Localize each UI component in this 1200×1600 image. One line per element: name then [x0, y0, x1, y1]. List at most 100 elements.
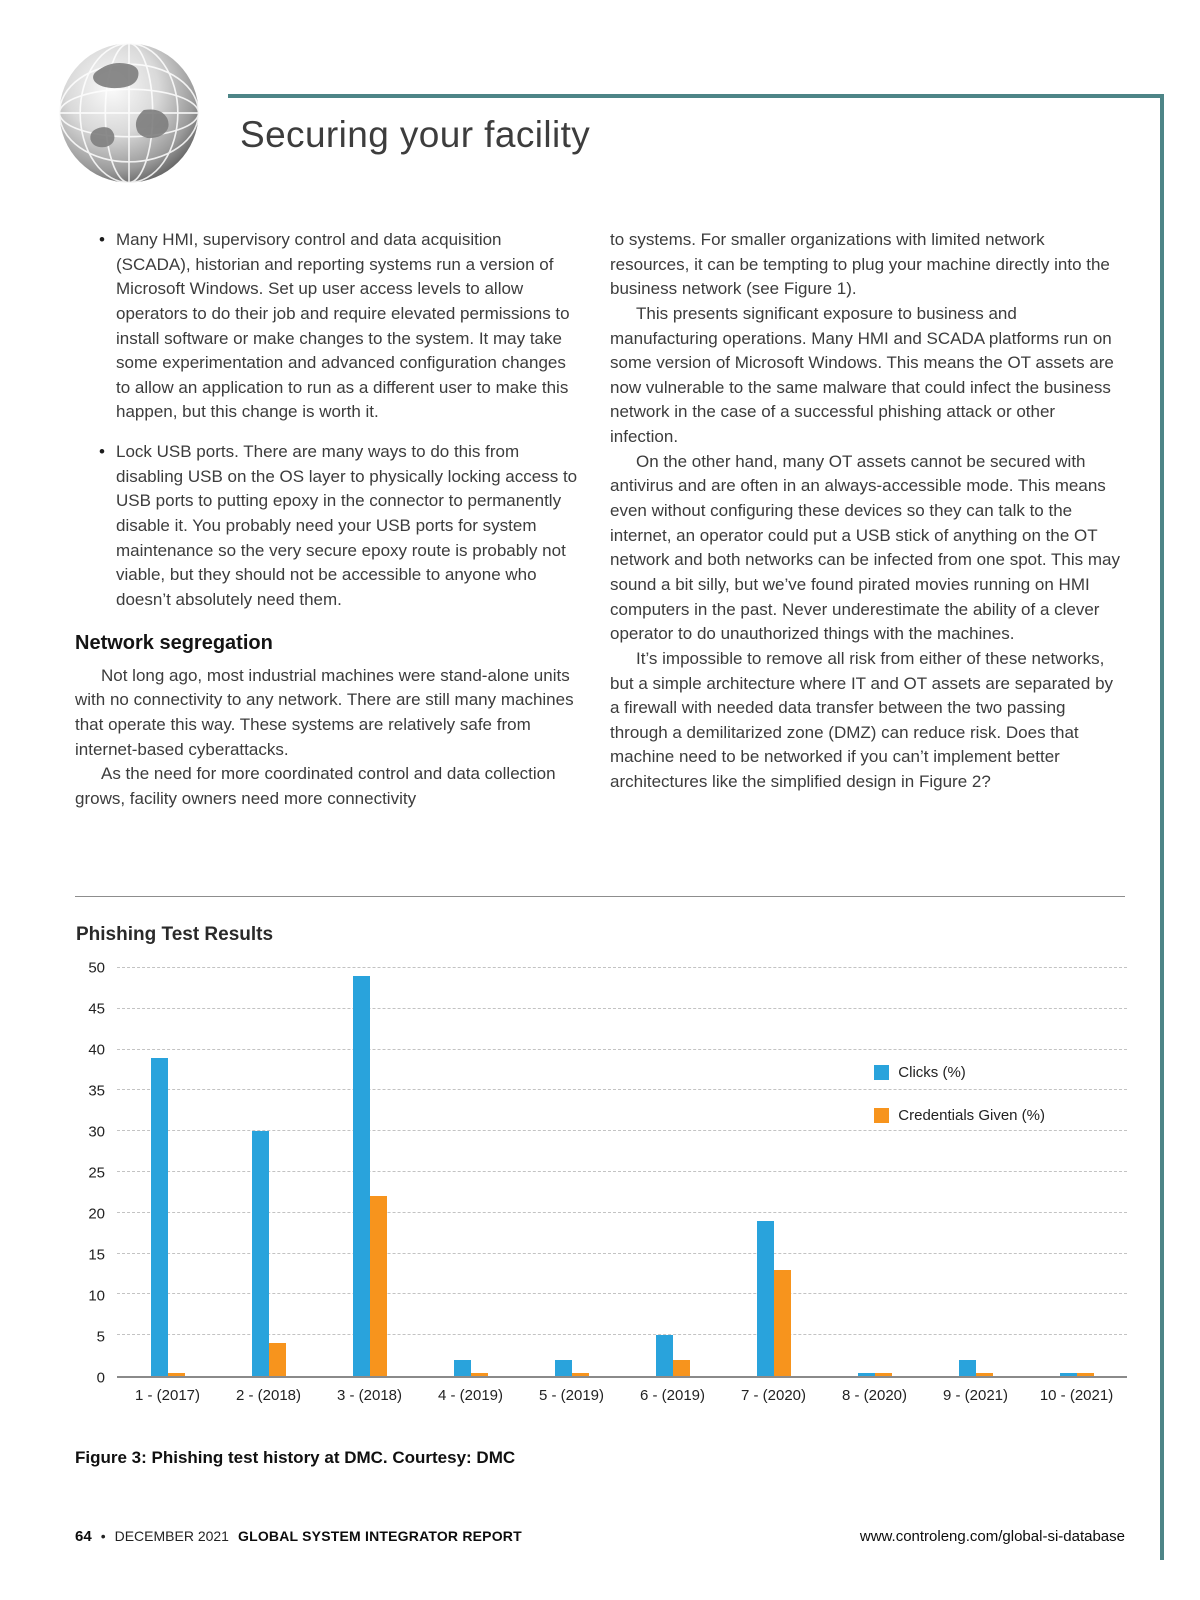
- footer-url[interactable]: www.controleng.com/global-si-database: [859, 1528, 1125, 1545]
- legend-label-credentials: Credentials Given (%): [898, 1107, 1045, 1124]
- bullet-list: Many HMI, supervisory control and data a…: [75, 228, 580, 613]
- bar-credentials-given: [470, 1372, 488, 1376]
- chart-bars: [117, 968, 1127, 1376]
- credentials-color-swatch: [874, 1108, 890, 1123]
- gridline: [117, 1130, 1127, 1132]
- article-body: Many HMI, supervisory control and data a…: [75, 228, 1125, 811]
- y-tick-label: 30: [88, 1123, 105, 1141]
- bar-group: [824, 968, 925, 1376]
- x-tick-label: 4 - (2019): [437, 1387, 504, 1404]
- bar-credentials-given: [369, 1196, 387, 1376]
- bar-clicks: [453, 1359, 471, 1376]
- y-tick-label: 45: [88, 1000, 105, 1018]
- legend-item-credentials: Credentials Given (%): [874, 1107, 1045, 1124]
- x-tick-label: 9 - (2021): [942, 1387, 1009, 1404]
- bar-clicks: [958, 1359, 976, 1376]
- x-tick-label: 5 - (2019): [538, 1387, 605, 1404]
- y-tick-label: 10: [88, 1287, 105, 1305]
- footer-publication: GLOBAL SYSTEM INTEGRATOR REPORT: [237, 1528, 522, 1544]
- bar-group: [1026, 968, 1127, 1376]
- bar-group: [218, 968, 319, 1376]
- header-rule: [228, 94, 1164, 98]
- chart-plot: Clicks (%) Credentials Given (%): [117, 967, 1127, 1378]
- bar-credentials-given: [1076, 1372, 1094, 1376]
- x-tick-label: 7 - (2020): [740, 1387, 807, 1404]
- x-tick-label: 8 - (2020): [841, 1387, 908, 1404]
- bar-group: [319, 968, 420, 1376]
- y-tick-label: 40: [88, 1041, 105, 1059]
- x-tick-label: 1 - (2017): [134, 1387, 201, 1404]
- chart-title: Phishing Test Results: [76, 924, 274, 945]
- bar-group: [521, 968, 622, 1376]
- y-tick-label: 15: [88, 1246, 105, 1264]
- legend-item-clicks: Clicks (%): [874, 1064, 966, 1081]
- y-tick-label: 0: [96, 1369, 105, 1387]
- gridline: [117, 1334, 1127, 1336]
- section-heading: Network segregation: [75, 631, 273, 654]
- bar-credentials-given: [672, 1359, 690, 1376]
- globe-icon: [58, 42, 200, 184]
- bar-group: [420, 968, 521, 1376]
- clicks-color-swatch: [874, 1065, 890, 1080]
- bar-group: [622, 968, 723, 1376]
- footer-date: DECEMBER 2021: [114, 1528, 229, 1544]
- bar-group: [925, 968, 1026, 1376]
- right-edge-rule: [1160, 94, 1164, 1560]
- bar-credentials-given: [975, 1372, 993, 1376]
- bullet-item: Lock USB ports. There are many ways to d…: [99, 440, 580, 612]
- bar-clicks: [251, 1131, 269, 1376]
- legend-label-clicks: Clicks (%): [898, 1064, 966, 1081]
- body-paragraph: This presents significant exposure to bu…: [610, 303, 1114, 447]
- bar-credentials-given: [773, 1269, 791, 1376]
- page-footer: 64 • DECEMBER 2021 GLOBAL SYSTEM INTEGRA…: [75, 1528, 1125, 1545]
- gridline: [117, 1252, 1127, 1254]
- x-tick-label: 10 - (2021): [1039, 1387, 1114, 1404]
- bar-clicks: [655, 1335, 673, 1376]
- bar-clicks: [352, 976, 370, 1376]
- bar-credentials-given: [874, 1372, 892, 1376]
- footer-separator: •: [100, 1528, 106, 1544]
- body-paragraph: Not long ago, most industrial machines w…: [75, 665, 574, 759]
- gridline: [117, 1089, 1127, 1091]
- gridline: [117, 967, 1127, 968]
- section-divider: [75, 896, 1125, 897]
- bar-credentials-given: [571, 1372, 589, 1376]
- x-tick-label: 6 - (2019): [639, 1387, 706, 1404]
- figure-caption: Figure 3: Phishing test history at DMC. …: [75, 1448, 516, 1467]
- bar-clicks: [150, 1057, 168, 1376]
- gridline: [117, 1293, 1127, 1295]
- gridline: [117, 1007, 1127, 1009]
- y-tick-label: 35: [88, 1082, 105, 1100]
- x-tick-label: 3 - (2018): [336, 1387, 403, 1404]
- y-tick-label: 25: [88, 1164, 105, 1182]
- globe-logo: [55, 36, 203, 190]
- left-column: Many HMI, supervisory control and data a…: [75, 228, 580, 811]
- bar-clicks: [554, 1359, 572, 1376]
- y-tick-label: 50: [88, 959, 105, 977]
- bar-credentials-given: [268, 1343, 286, 1376]
- gridline: [117, 1048, 1127, 1050]
- right-column: to systems. For smaller organizations wi…: [610, 228, 1125, 811]
- body-paragraph: to systems. For smaller organizations wi…: [610, 230, 1110, 299]
- bar-credentials-given: [167, 1372, 185, 1376]
- body-paragraph: As the need for more coordinated control…: [75, 764, 556, 808]
- page-number: 64: [75, 1528, 92, 1545]
- body-paragraph: On the other hand, many OT assets cannot…: [610, 451, 1120, 644]
- chart-legend: Clicks (%) Credentials Given (%): [874, 1064, 1045, 1124]
- chart-y-axis: 0 5 10 15 20 25 30 35 40 45 50: [75, 960, 117, 1387]
- body-paragraph: It’s impossible to remove all risk from …: [610, 648, 1114, 792]
- bar-group: [117, 968, 218, 1376]
- x-tick-label: 2 - (2018): [235, 1387, 302, 1404]
- page-title: Securing your facility: [240, 114, 591, 155]
- bar-clicks: [1059, 1372, 1077, 1376]
- gridline: [117, 1211, 1127, 1213]
- bar-clicks: [857, 1372, 875, 1376]
- y-tick-label: 5: [96, 1328, 105, 1346]
- phishing-test-chart: 0 5 10 15 20 25 30 35 40 45 50 Clicks (%) Credenti…: [75, 960, 1127, 1404]
- footer-left: 64 • DECEMBER 2021 GLOBAL SYSTEM INTEGRA…: [75, 1528, 522, 1545]
- y-tick-label: 20: [88, 1205, 105, 1223]
- bar-group: [723, 968, 824, 1376]
- bar-clicks: [756, 1220, 774, 1376]
- bullet-item: Many HMI, supervisory control and data a…: [99, 228, 580, 425]
